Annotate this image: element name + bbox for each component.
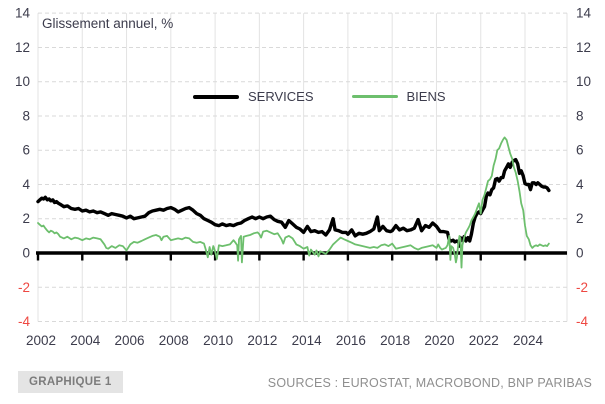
x-axis-label: 2006 <box>115 333 145 348</box>
sources-text: SOURCES : EUROSTAT, MACROBOND, BNP PARIB… <box>267 376 592 390</box>
graphique-badge: GRAPHIQUE 1 <box>18 371 123 393</box>
y-axis-label-right: 4 <box>576 177 584 192</box>
services-line-swatch <box>193 94 239 99</box>
y-axis-label-right: 8 <box>576 108 584 123</box>
y-axis-label-left: 8 <box>22 108 30 123</box>
y-axis-label-left: 2 <box>22 211 30 226</box>
y-axis-label-right: -4 <box>576 314 588 329</box>
x-axis-label: 2024 <box>513 333 544 348</box>
y-axis-label-right: 14 <box>576 6 592 21</box>
series-line-services <box>36 157 551 248</box>
y-axis-label-right: -2 <box>576 280 588 295</box>
y-axis-label-left: 6 <box>22 143 30 158</box>
x-axis-label: 2022 <box>469 333 499 348</box>
inflation-line-chart: 14 14 12 12 10 10 8 8 6 6 4 4 2 2 0 0 -2 -2 -4 -4 2002 2004 20… <box>15 6 592 348</box>
chart-legend: SERVICES BIENS <box>193 89 446 104</box>
x-axis-label: 2016 <box>336 333 366 348</box>
x-axis-label: 2014 <box>292 333 323 348</box>
y-axis-label-left: -4 <box>18 314 30 329</box>
legend-item-biens: BIENS <box>351 89 446 104</box>
y-axis-label-left: 4 <box>22 177 30 192</box>
x-axis-label: 2012 <box>247 333 277 348</box>
x-axis-label: 2020 <box>424 333 454 348</box>
y-axis-label-right: 0 <box>576 246 584 261</box>
legend-label-biens: BIENS <box>406 89 446 104</box>
x-axis-label: 2018 <box>380 333 410 348</box>
x-axis-label: 2008 <box>159 333 189 348</box>
y-axis-label-left: 10 <box>15 74 30 89</box>
y-axis-label-right: 10 <box>576 74 591 89</box>
y-axis-label-right: 2 <box>576 211 584 226</box>
x-axis-label: 2004 <box>70 333 101 348</box>
y-axis-label-right: 6 <box>576 143 584 158</box>
x-axis-label: 2002 <box>26 333 56 348</box>
legend-label-services: SERVICES <box>248 89 314 104</box>
y-axis-label-right: 12 <box>576 40 591 55</box>
legend-item-services: SERVICES <box>193 89 314 104</box>
y-axis-label-left: -2 <box>18 280 30 295</box>
series-line-biens <box>37 136 550 269</box>
y-axis-label-left: 0 <box>22 246 30 261</box>
y-axis-label-left: 14 <box>15 6 31 21</box>
x-axis-label: 2010 <box>203 333 233 348</box>
biens-line-swatch <box>351 95 398 98</box>
chart-title: Glissement annuel, % <box>42 16 174 31</box>
y-axis-label-left: 12 <box>15 40 30 55</box>
